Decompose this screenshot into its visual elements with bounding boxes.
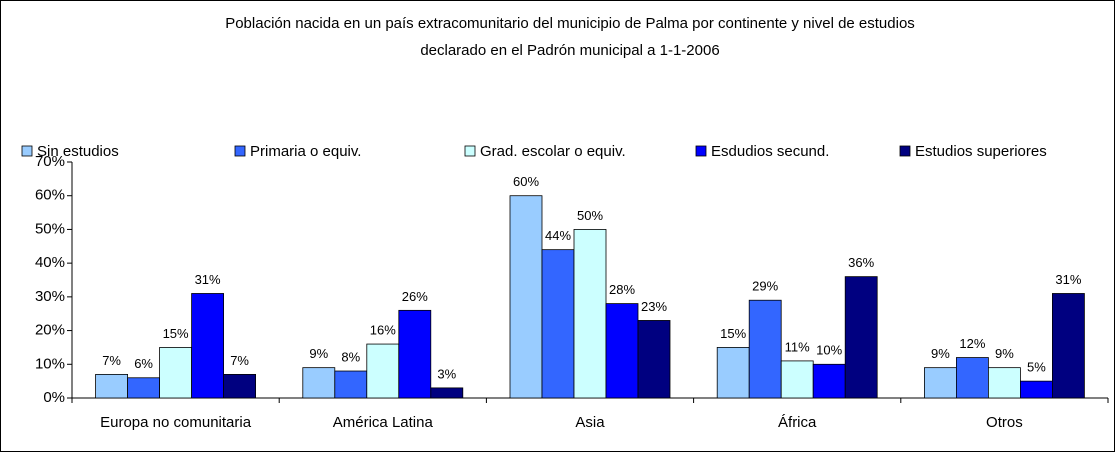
data-label: 8% bbox=[341, 349, 360, 364]
legend-swatch bbox=[234, 145, 246, 157]
x-tick-label: África bbox=[778, 414, 817, 431]
data-label: 6% bbox=[134, 356, 153, 371]
data-label: 31% bbox=[1055, 272, 1081, 287]
chart-title: declarado en el Padrón municipal a 1-1-2… bbox=[420, 42, 719, 59]
bar bbox=[223, 373, 257, 399]
bar bbox=[1052, 293, 1085, 399]
bar bbox=[956, 357, 989, 399]
legend-label: Sin estudios bbox=[37, 143, 119, 160]
data-label: 9% bbox=[309, 346, 328, 361]
data-label: 10% bbox=[816, 343, 842, 358]
bar bbox=[924, 367, 957, 399]
bar bbox=[191, 293, 225, 399]
data-label: 16% bbox=[370, 322, 396, 337]
bar bbox=[334, 370, 368, 399]
legend-label: Estudios superiores bbox=[915, 143, 1047, 160]
bar bbox=[780, 360, 814, 399]
legend-swatch bbox=[695, 145, 707, 157]
y-tick-label: 10% bbox=[35, 355, 65, 372]
data-label: 36% bbox=[848, 255, 874, 270]
data-label: 28% bbox=[609, 282, 635, 297]
data-label: 9% bbox=[931, 346, 950, 361]
bar bbox=[812, 363, 846, 399]
y-tick-label: 30% bbox=[35, 288, 65, 305]
data-label: 7% bbox=[230, 353, 249, 368]
data-label: 5% bbox=[1027, 360, 1046, 375]
bar bbox=[605, 303, 639, 399]
data-label: 60% bbox=[513, 174, 539, 189]
bar bbox=[430, 387, 464, 399]
bar bbox=[366, 343, 400, 399]
y-tick-label: 20% bbox=[35, 322, 65, 339]
data-label: 15% bbox=[163, 326, 189, 341]
data-label: 11% bbox=[785, 339, 810, 354]
data-label: 26% bbox=[402, 289, 428, 304]
bar bbox=[509, 195, 543, 399]
bar bbox=[1020, 380, 1053, 399]
legend-swatch bbox=[464, 145, 476, 157]
data-label: 44% bbox=[545, 228, 571, 243]
y-tick-label: 0% bbox=[43, 389, 65, 406]
data-label: 31% bbox=[195, 272, 221, 287]
chart-title: Población nacida en un país extracomunit… bbox=[225, 15, 915, 32]
bar bbox=[573, 229, 607, 399]
legend-label: Grad. escolar o equiv. bbox=[480, 143, 626, 160]
y-tick-label: 60% bbox=[35, 187, 65, 204]
bar bbox=[159, 347, 193, 399]
x-tick-label: Asia bbox=[575, 414, 605, 431]
data-label: 15% bbox=[720, 326, 746, 341]
legend-swatch bbox=[899, 145, 911, 157]
legend-swatch bbox=[21, 145, 33, 157]
bar bbox=[988, 367, 1021, 399]
x-tick-label: Europa no comunitaria bbox=[100, 414, 252, 431]
bar bbox=[716, 347, 750, 399]
data-label: 12% bbox=[959, 336, 985, 351]
data-label: 9% bbox=[995, 346, 1014, 361]
legend-label: Esdudios secund. bbox=[711, 143, 829, 160]
bar bbox=[637, 320, 671, 399]
bar bbox=[127, 377, 160, 399]
bar bbox=[398, 309, 432, 399]
data-label: 7% bbox=[102, 353, 121, 368]
data-label: 3% bbox=[437, 366, 456, 381]
bar bbox=[748, 299, 782, 399]
x-tick-label: Otros bbox=[986, 414, 1023, 431]
y-tick-label: 50% bbox=[35, 220, 65, 237]
bar bbox=[95, 373, 128, 399]
x-tick-label: América Latina bbox=[333, 414, 434, 431]
bar bbox=[844, 276, 878, 399]
bar bbox=[302, 367, 336, 399]
legend-label: Primaria o equiv. bbox=[250, 143, 361, 160]
y-tick-label: 40% bbox=[35, 254, 65, 271]
y-tick-label: 70% bbox=[35, 153, 65, 170]
data-label: 50% bbox=[577, 208, 603, 223]
data-label: 29% bbox=[752, 279, 778, 294]
bar bbox=[541, 249, 575, 399]
data-label: 23% bbox=[641, 299, 667, 314]
